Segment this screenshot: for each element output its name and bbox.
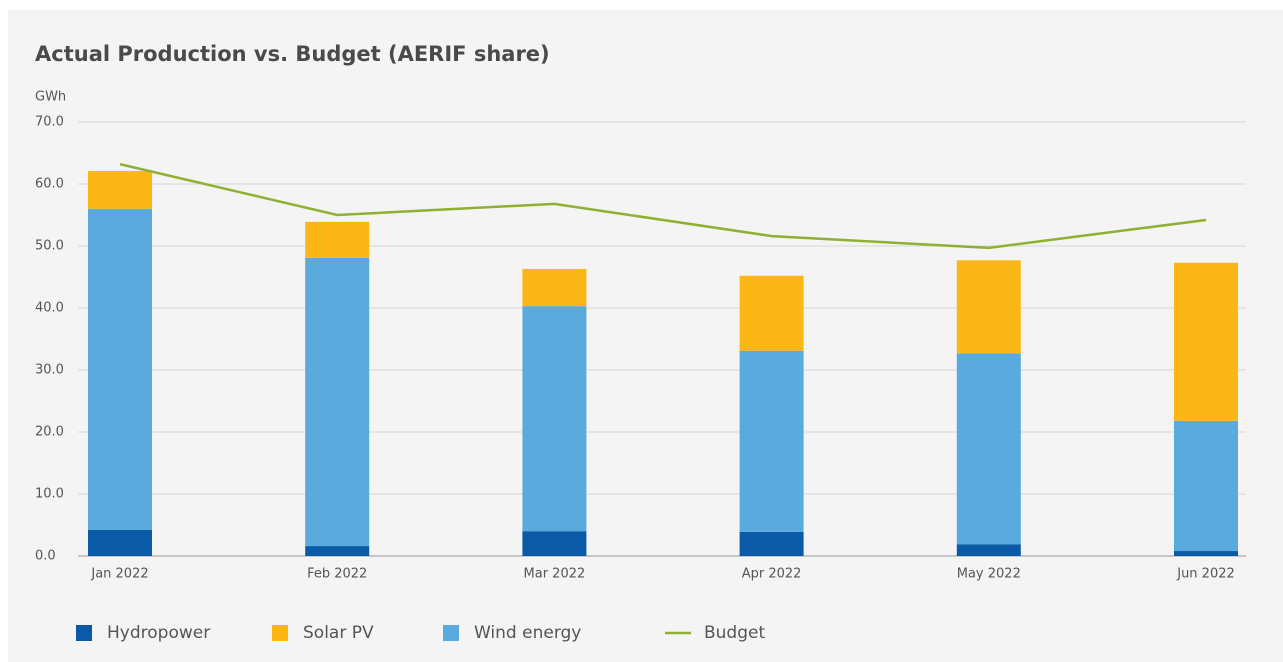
bar-segment <box>739 275 804 351</box>
bar-segment <box>88 529 152 556</box>
x-tick-label: Jan 2022 <box>90 567 148 582</box>
bar-segment <box>522 268 587 307</box>
y-tick-label: 40.0 <box>35 301 64 316</box>
x-tick-label: Mar 2022 <box>524 567 586 582</box>
bar-segment <box>88 170 152 209</box>
bar-segment <box>956 260 1021 354</box>
y-tick-label: 70.0 <box>35 115 64 130</box>
bar-segment <box>305 221 370 258</box>
legend-swatch <box>76 625 92 641</box>
bar-segment <box>522 531 587 556</box>
budget-line <box>119 162 1207 250</box>
bar-segment <box>522 306 587 532</box>
bar-segment <box>305 546 370 556</box>
legend-swatch <box>272 625 288 641</box>
legend-label: Wind energy <box>474 623 581 643</box>
y-tick-label: 0.0 <box>35 549 56 564</box>
x-tick-label: Feb 2022 <box>307 567 367 582</box>
x-tick-label: May 2022 <box>957 567 1021 582</box>
legend-label: Budget <box>704 623 765 643</box>
legend-swatch <box>443 625 459 641</box>
y-tick-label: 60.0 <box>35 177 64 192</box>
x-tick-label: Apr 2022 <box>742 567 802 582</box>
bar-segment <box>956 353 1021 545</box>
panel <box>8 10 1283 662</box>
bar-segment <box>88 208 152 530</box>
y-tick-label: 20.0 <box>35 425 64 440</box>
bar-segment <box>739 531 804 556</box>
y-tick-label: 50.0 <box>35 239 64 254</box>
legend-label: Solar PV <box>303 623 374 643</box>
bar-segment <box>1174 551 1238 556</box>
y-tick-label: 30.0 <box>35 363 64 378</box>
bar-segment <box>305 257 370 547</box>
y-tick-label: 10.0 <box>35 487 64 502</box>
y-axis-label: GWh <box>35 90 66 105</box>
bar-segment <box>739 350 804 532</box>
bar-segment <box>1174 420 1238 552</box>
x-tick-label: Jun 2022 <box>1176 567 1235 582</box>
legend-label: Hydropower <box>107 623 210 643</box>
bar-segment <box>956 544 1021 556</box>
chart-title: Actual Production vs. Budget (AERIF shar… <box>35 42 550 66</box>
bar-segment <box>1174 262 1238 421</box>
